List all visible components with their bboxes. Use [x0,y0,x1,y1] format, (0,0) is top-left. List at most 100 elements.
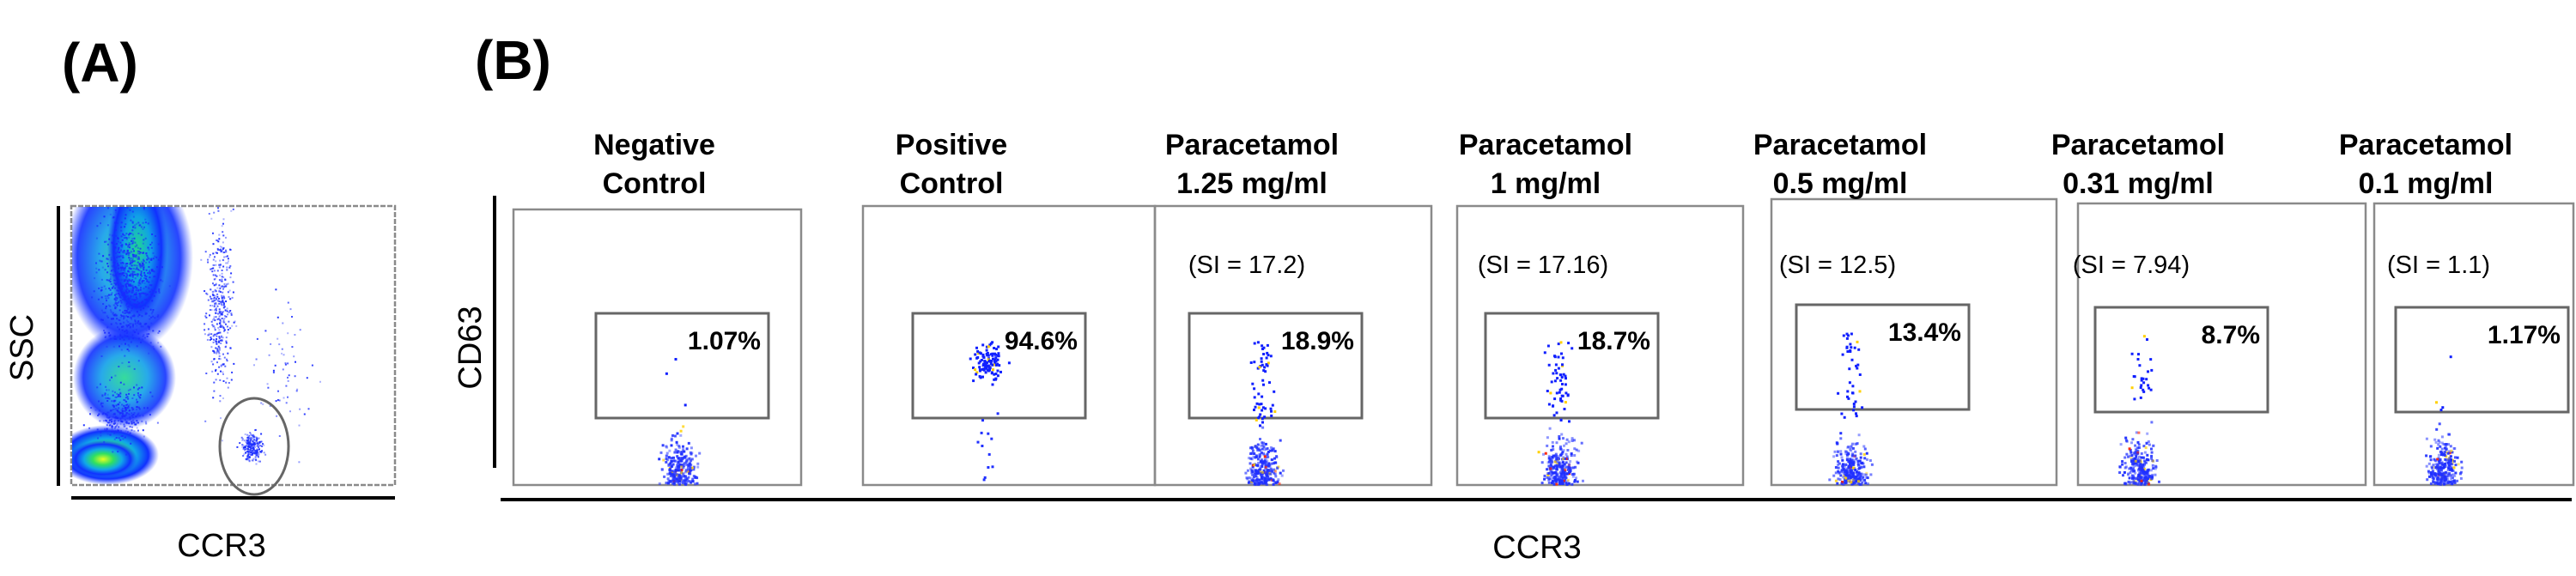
event-dot [110,257,112,259]
event-dot [251,445,253,447]
event-dot [134,331,136,333]
event-dot [151,395,154,397]
event-dot [107,389,110,391]
event-dot [123,338,125,341]
event-dot [2442,482,2445,486]
event-dot [134,224,137,227]
event-dot [682,445,684,448]
event-dot [247,454,250,457]
event-dot [135,293,137,295]
event-dot [2134,459,2137,463]
event-dot [2145,458,2148,461]
event-dot [214,297,216,300]
event-dot [124,292,126,294]
event-dot [118,388,121,391]
event-dot [143,269,145,271]
event-dot [160,345,162,348]
event-dot [999,370,1002,373]
event-dot [1250,446,1254,449]
event-dot [2132,457,2136,460]
event-dot [1547,476,1551,479]
event-dot [1849,350,1852,353]
event-dot [1258,478,1261,482]
event-dot [133,423,136,426]
event-dot [665,460,668,464]
event-dot [257,456,259,458]
event-dot [1841,465,1844,469]
event-dot [106,279,108,282]
event-dot [2439,470,2443,473]
panel-title-line2: 0.5 mg/ml [1773,167,1908,200]
event-dot [135,296,137,299]
event-dot [248,446,251,448]
event-dot [1273,457,1276,460]
event-dot [121,274,124,276]
event-dot [122,255,125,258]
event-dot [105,288,107,290]
event-dot [682,479,685,482]
event-dot [131,268,133,270]
event-dot [1263,459,1267,463]
event-dot [987,365,991,368]
event-dot [131,264,133,267]
event-dot [131,286,134,288]
event-dot [104,240,106,243]
event-dot [123,318,125,320]
event-dot [116,297,118,300]
event-dot [1567,468,1570,471]
event-dot [133,313,136,316]
event-dot [219,325,221,328]
event-dot [1860,465,1863,469]
event-dot [1858,459,1862,463]
event-dot [225,340,228,343]
event-dot [220,285,222,288]
event-dot [1262,353,1266,355]
event-dot [1844,478,1846,482]
event-dot [125,329,128,331]
event-dot [108,420,111,422]
event-dot [214,290,216,293]
event-dot [218,347,221,349]
event-dot [2135,477,2138,480]
event-dot [311,364,313,367]
event-dot [227,331,229,334]
event-dot [296,388,299,391]
event-dot [985,349,988,352]
event-dot [667,463,671,466]
event-dot [214,256,216,258]
event-dot [287,379,289,382]
event-dot [1850,459,1854,463]
event-dot [1255,476,1259,479]
event-dot [160,279,162,282]
event-dot [131,334,134,337]
event-dot [667,482,671,485]
event-dot [1846,477,1849,481]
event-dot [215,252,217,254]
event-dot [106,263,109,265]
event-dot [100,318,103,321]
event-dot [110,434,112,436]
event-dot [137,282,140,284]
event-dot [133,197,135,198]
event-dot [1251,449,1255,452]
event-dot [106,393,109,396]
event-dot [152,311,155,312]
event-dot [151,241,153,244]
event-dot [157,331,160,334]
event-dot [1273,470,1277,473]
event-dot [228,295,230,298]
event-dot [147,222,149,225]
event-dot [150,288,153,291]
event-dot [1552,448,1555,452]
event-dot [241,439,244,441]
event-dot [100,402,103,404]
event-dot [138,224,141,227]
event-dot [225,381,228,384]
event-dot [226,377,228,379]
event-dot [248,434,251,437]
event-dots [1537,341,1584,486]
event-dot [127,191,129,192]
event-dot [131,409,134,411]
event-dot [113,432,116,434]
event-dot [226,309,228,312]
